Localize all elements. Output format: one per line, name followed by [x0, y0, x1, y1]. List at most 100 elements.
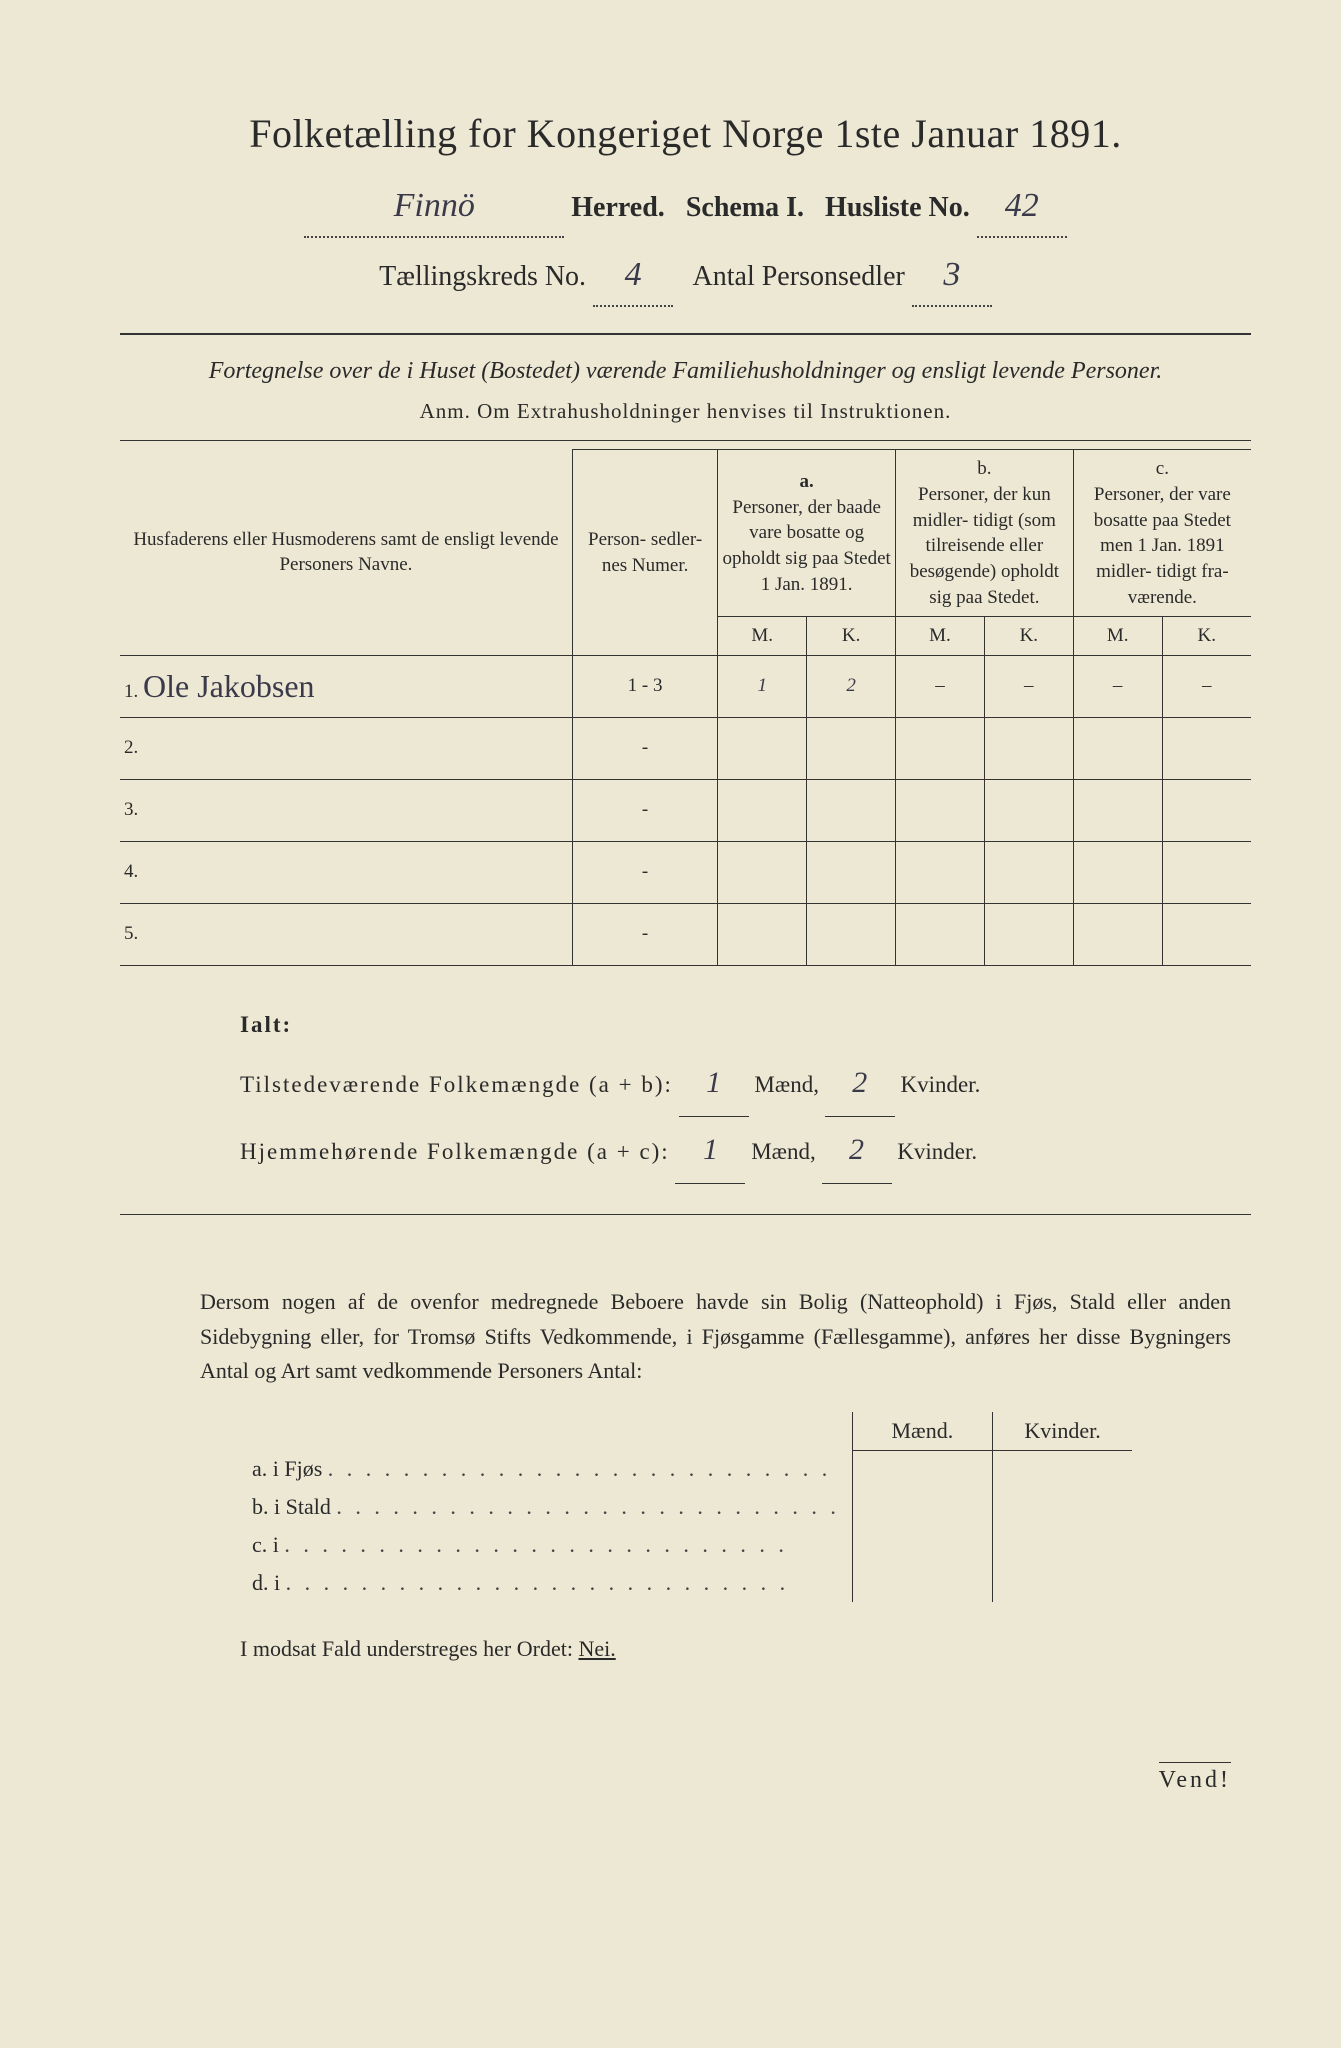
- row-bk: [984, 779, 1073, 841]
- table-row: 3. -: [120, 779, 1251, 841]
- table-body: 1. Ole Jakobsen1 - 312––––2. -3. -4. -5.…: [120, 655, 1251, 965]
- bottom-row: b. i Stald . . . . . . . . . . . . . . .…: [240, 1488, 1132, 1526]
- line2-m: 1: [675, 1117, 745, 1184]
- husliste-label: Husliste No.: [825, 192, 970, 223]
- totals-line-1: Tilstedeværende Folkemængde (a + b): 1 M…: [240, 1050, 1251, 1117]
- col-header-names: Husfaderens eller Husmoderens samt de en…: [120, 450, 572, 655]
- row-ak: [807, 841, 896, 903]
- nei-text: I modsat Fald understreges her Ordet:: [240, 1636, 573, 1661]
- row-ck: –: [1162, 655, 1251, 717]
- row-index: 5.: [120, 903, 572, 965]
- bottom-table: Mænd. Kvinder. a. i Fjøs . . . . . . . .…: [240, 1412, 1132, 1603]
- kvinder-label-1: Kvinder.: [900, 1072, 980, 1097]
- sedler-value: 3: [912, 244, 992, 307]
- c-label: c.: [1156, 458, 1169, 479]
- separator-3: [120, 1214, 1251, 1215]
- line1-k: 2: [825, 1050, 895, 1117]
- row-cm: [1073, 903, 1162, 965]
- row-numer: -: [572, 779, 717, 841]
- row-numer: -: [572, 903, 717, 965]
- bottom-head-k: Kvinder.: [992, 1412, 1132, 1451]
- row-ck: [1162, 779, 1251, 841]
- row-ak: 2: [807, 655, 896, 717]
- row-am: [718, 779, 807, 841]
- header-line-1: Finnö Herred. Schema I. Husliste No. 42: [120, 175, 1251, 238]
- col-c-m: M.: [1073, 617, 1162, 656]
- bottom-row-m: [852, 1488, 992, 1526]
- a-text: Personer, der baade vare bosatte og opho…: [722, 497, 890, 595]
- nei-line: I modsat Fald understreges her Ordet: Ne…: [240, 1636, 1251, 1662]
- col-header-numer: Person- sedler- nes Numer.: [572, 450, 717, 655]
- row-index: 1. Ole Jakobsen: [120, 655, 572, 717]
- col-a-k: K.: [807, 617, 896, 656]
- separator-1: [120, 333, 1251, 335]
- kvinder-label-2: Kvinder.: [897, 1139, 977, 1164]
- bottom-row: d. i . . . . . . . . . . . . . . . . . .…: [240, 1564, 1132, 1602]
- col-b-m: M.: [896, 617, 985, 656]
- row-ck: [1162, 717, 1251, 779]
- row-numer: -: [572, 717, 717, 779]
- bottom-row-m: [852, 1564, 992, 1602]
- b-label: b.: [977, 458, 991, 479]
- bottom-row-label: b. i Stald . . . . . . . . . . . . . . .…: [240, 1488, 852, 1526]
- c-text: Personer, der vare bosatte paa Stedet me…: [1094, 484, 1231, 608]
- page-title: Folketælling for Kongeriget Norge 1ste J…: [120, 110, 1251, 157]
- table-row: 1. Ole Jakobsen1 - 312––––: [120, 655, 1251, 717]
- vend-label: Vend!: [1159, 1762, 1231, 1794]
- row-bm: [896, 903, 985, 965]
- schema-label: Schema I.: [686, 192, 804, 223]
- b-text: Personer, der kun midler- tidigt (som ti…: [910, 484, 1059, 608]
- line2-k: 2: [822, 1117, 892, 1184]
- maend-label-1: Mænd,: [754, 1072, 819, 1097]
- separator-2: [120, 440, 1251, 441]
- bottom-row-label: a. i Fjøs . . . . . . . . . . . . . . . …: [240, 1450, 852, 1488]
- census-form-page: Folketælling for Kongeriget Norge 1ste J…: [0, 0, 1341, 2048]
- line1-m: 1: [679, 1050, 749, 1117]
- row-am: [718, 903, 807, 965]
- col-header-a: a. Personer, der baade vare bosatte og o…: [718, 450, 896, 617]
- line2-label: Hjemmehørende Folkemængde (a + c):: [240, 1139, 670, 1164]
- row-ck: [1162, 903, 1251, 965]
- row-cm: [1073, 717, 1162, 779]
- totals-line-2: Hjemmehørende Folkemængde (a + c): 1 Mæn…: [240, 1117, 1251, 1184]
- instruction-text: Fortegnelse over de i Huset (Bostedet) v…: [160, 353, 1211, 389]
- header-line-2: Tællingskreds No. 4 Antal Personsedler 3: [120, 244, 1251, 307]
- herred-value: Finnö: [304, 175, 564, 238]
- table-row: 4. -: [120, 841, 1251, 903]
- nei-word: Nei.: [578, 1636, 615, 1661]
- bottom-row-label: d. i . . . . . . . . . . . . . . . . . .…: [240, 1564, 852, 1602]
- maend-label-2: Mænd,: [751, 1139, 816, 1164]
- row-bk: [984, 717, 1073, 779]
- table-row: 2. -: [120, 717, 1251, 779]
- row-bm: [896, 841, 985, 903]
- bottom-row-label: c. i . . . . . . . . . . . . . . . . . .…: [240, 1526, 852, 1564]
- row-bk: [984, 903, 1073, 965]
- row-index: 4.: [120, 841, 572, 903]
- bottom-row-k: [992, 1564, 1132, 1602]
- bottom-head-m: Mænd.: [852, 1412, 992, 1451]
- row-ak: [807, 903, 896, 965]
- line1-label: Tilstedeværende Folkemængde (a + b):: [240, 1072, 673, 1097]
- col-header-b: b. Personer, der kun midler- tidigt (som…: [896, 450, 1074, 617]
- row-numer: 1 - 3: [572, 655, 717, 717]
- row-bm: [896, 717, 985, 779]
- row-cm: –: [1073, 655, 1162, 717]
- row-name: Ole Jakobsen: [143, 668, 315, 704]
- row-bk: –: [984, 655, 1073, 717]
- row-numer: -: [572, 841, 717, 903]
- a-label: a.: [800, 471, 814, 492]
- row-ak: [807, 717, 896, 779]
- conditions-paragraph: Dersom nogen af de ovenfor medregnede Be…: [200, 1285, 1231, 1387]
- row-cm: [1073, 841, 1162, 903]
- bottom-tbody: a. i Fjøs . . . . . . . . . . . . . . . …: [240, 1450, 1132, 1602]
- col-c-k: K.: [1162, 617, 1251, 656]
- ialt-label: Ialt:: [240, 1000, 1251, 1051]
- kreds-label: Tællingskreds No.: [379, 261, 586, 292]
- totals-block: Ialt: Tilstedeværende Folkemængde (a + b…: [240, 1000, 1251, 1185]
- row-ak: [807, 779, 896, 841]
- row-cm: [1073, 779, 1162, 841]
- bottom-row-k: [992, 1488, 1132, 1526]
- bottom-row-m: [852, 1450, 992, 1488]
- row-ck: [1162, 841, 1251, 903]
- col-b-k: K.: [984, 617, 1073, 656]
